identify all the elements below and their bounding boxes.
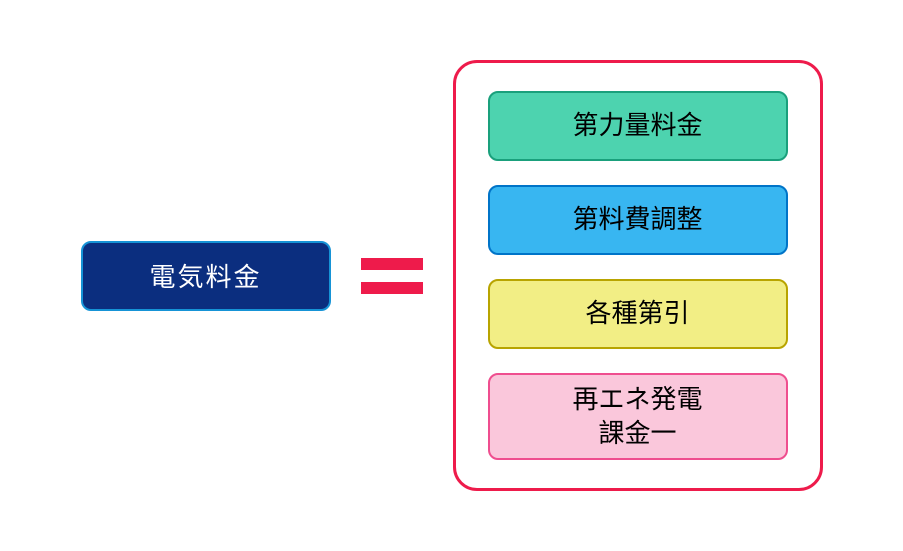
equals-bar-top bbox=[361, 258, 423, 270]
item-box-2: 各種第引 bbox=[488, 279, 788, 349]
item-box-1: 第料費調整 bbox=[488, 185, 788, 255]
equals-bar-bottom bbox=[361, 282, 423, 294]
left-box-electricity-fee: 電気料金 bbox=[81, 241, 331, 311]
equals-icon bbox=[361, 258, 423, 294]
components-frame: 第力量料金 第料費調整 各種第引 再エネ発電課金一 bbox=[453, 60, 823, 492]
item-box-0: 第力量料金 bbox=[488, 91, 788, 161]
electricity-fee-diagram: 電気料金 第力量料金 第料費調整 各種第引 再エネ発電課金一 bbox=[0, 0, 903, 551]
item-box-3: 再エネ発電課金一 bbox=[488, 373, 788, 461]
